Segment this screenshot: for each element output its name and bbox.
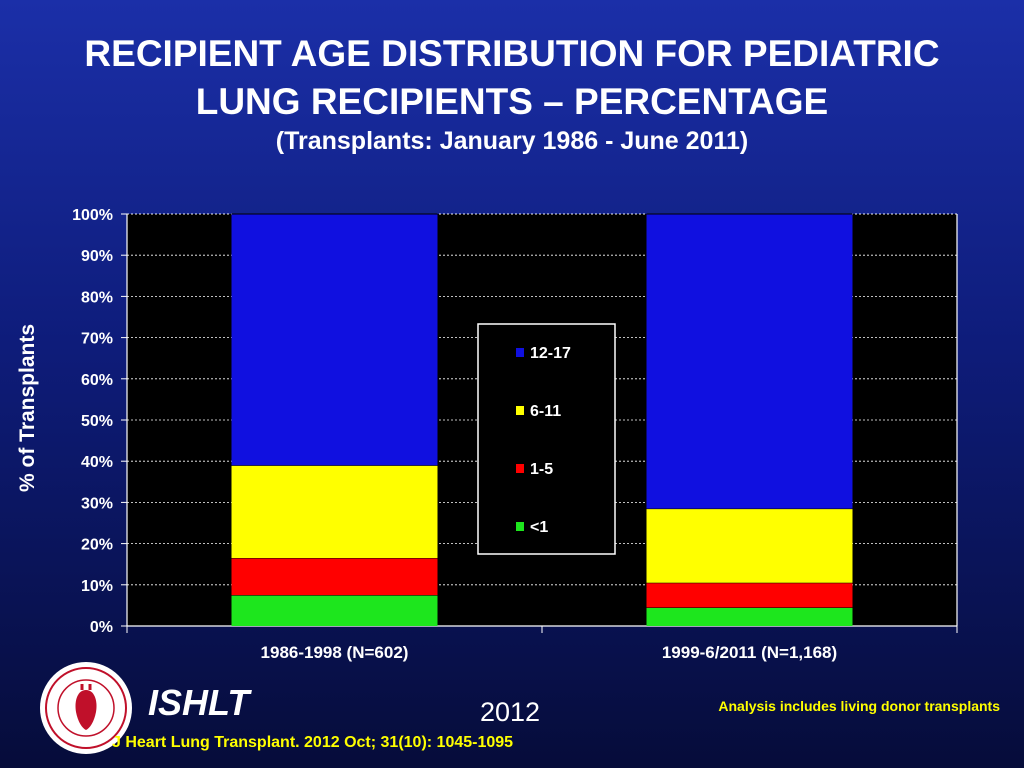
bar-1217-1 [231, 214, 438, 466]
bar-1217-2 [646, 214, 853, 509]
x-tick-label: 1986-1998 (N=602) [261, 643, 409, 662]
page-subtitle: (Transplants: January 1986 - June 2011) [275, 127, 749, 155]
bar-1-1 [231, 595, 438, 626]
legend-swatch [516, 464, 524, 473]
legend-box [477, 323, 616, 555]
legend-label: <1 [530, 519, 548, 536]
legend-swatch [516, 406, 524, 415]
legend-label: 12-17 [530, 345, 571, 362]
ishlt-seal-icon [40, 662, 132, 754]
bar-1-2 [646, 607, 853, 626]
y-tick-label: 100% [72, 207, 113, 224]
y-tick-label: 80% [81, 289, 113, 306]
legend-label: 1-5 [530, 461, 553, 478]
legend-swatch [516, 522, 524, 531]
y-tick-label: 50% [81, 413, 113, 430]
legend-swatch [516, 348, 524, 357]
analysis-note: Analysis includes living donor transplan… [718, 698, 1000, 714]
page-title: RECIPIENT AGE DISTRIBUTION FOR PEDIATRIC… [0, 30, 1024, 126]
y-tick-label: 90% [81, 248, 113, 265]
y-tick-label: 70% [81, 331, 113, 348]
y-tick-label: 60% [81, 372, 113, 389]
y-tick-label: 0% [90, 619, 113, 636]
title-line-2: LUNG RECIPIENTS – PERCENTAGE [195, 81, 829, 122]
y-tick-label: 30% [81, 495, 113, 512]
bar-15-1 [231, 558, 438, 596]
y-tick-label: 10% [81, 578, 113, 595]
legend-label: 6-11 [530, 403, 561, 420]
org-name: ISHLT [148, 682, 250, 723]
title-line-1: RECIPIENT AGE DISTRIBUTION FOR PEDIATRIC [84, 33, 940, 74]
bar-611-2 [646, 508, 853, 583]
year-label: 2012 [479, 697, 541, 727]
y-tick-label: 40% [81, 454, 113, 471]
x-tick-label: 1999-6/2011 (N=1,168) [662, 643, 837, 662]
citation: J Heart Lung Transplant. 2012 Oct; 31(10… [112, 734, 514, 751]
bar-611-1 [231, 465, 438, 559]
y-tick-label: 20% [81, 537, 113, 554]
bar-15-2 [646, 582, 853, 608]
